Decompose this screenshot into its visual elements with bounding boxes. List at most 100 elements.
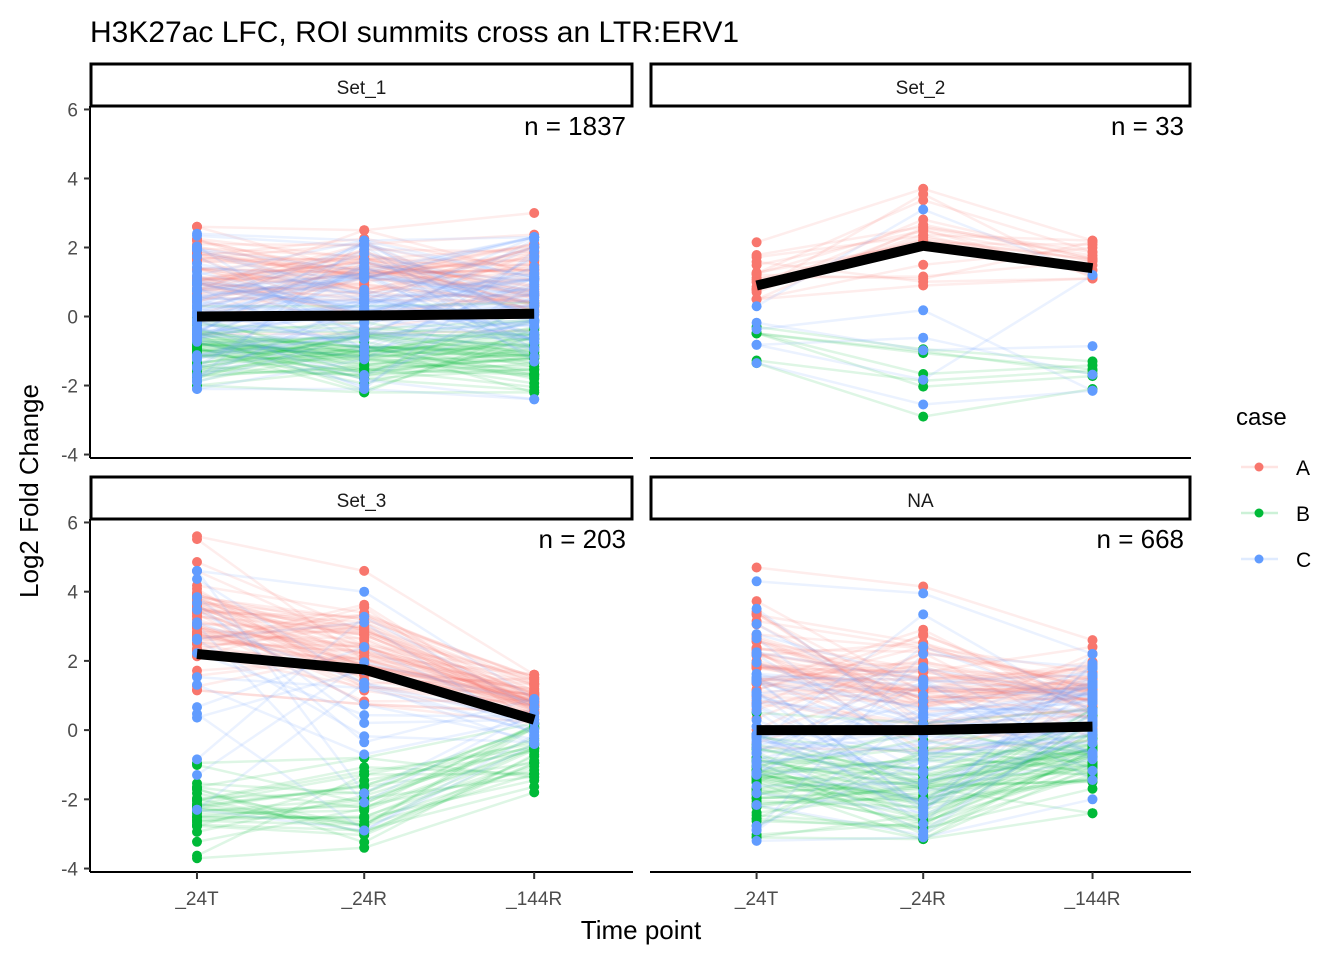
data-point-a xyxy=(529,208,540,218)
facet-strip-label: Set_1 xyxy=(337,78,387,99)
data-point-b xyxy=(192,778,202,789)
legend-key-point xyxy=(1254,508,1264,518)
data-point-c xyxy=(751,358,762,369)
data-point-c xyxy=(529,267,540,278)
data-point-b xyxy=(918,411,929,422)
data-points xyxy=(192,531,540,864)
data-point-c xyxy=(751,820,762,831)
facet-strip-label: Set_2 xyxy=(896,78,946,99)
x-tick-label: _144R xyxy=(505,889,562,910)
mean-line xyxy=(755,240,1094,291)
data-point-c xyxy=(359,384,370,394)
data-point-c xyxy=(918,826,929,837)
data-point-c xyxy=(359,825,370,836)
y-tick-label: 6 xyxy=(67,513,78,534)
data-point-c xyxy=(359,296,370,307)
data-point-c xyxy=(751,788,762,799)
data-point-c xyxy=(192,362,202,373)
data-point-c xyxy=(192,374,202,385)
data-point-a xyxy=(1087,239,1098,250)
data-point-a xyxy=(359,650,370,661)
data-point-c xyxy=(751,657,762,668)
data-point-c xyxy=(192,770,202,780)
data-point-c xyxy=(918,738,929,748)
data-point-b xyxy=(359,837,370,848)
data-point-c xyxy=(751,603,762,614)
data-point-c xyxy=(192,258,202,269)
data-point-c xyxy=(751,706,762,716)
data-point-c xyxy=(751,748,762,759)
data-point-c xyxy=(359,340,370,351)
data-point-c xyxy=(918,663,929,674)
mean-line xyxy=(196,649,536,725)
data-point-c xyxy=(529,298,540,309)
data-point-c xyxy=(192,679,202,690)
data-point-b xyxy=(751,813,762,824)
x-tick-label: _144R xyxy=(1064,889,1121,910)
data-point-c xyxy=(359,737,370,748)
data-point-b xyxy=(192,788,202,799)
data-point-c xyxy=(192,804,202,815)
data-point-b xyxy=(529,757,540,768)
legend-key-point xyxy=(1254,554,1264,564)
data-point-c xyxy=(192,327,202,337)
data-point-a xyxy=(751,562,762,573)
data-point-a xyxy=(751,256,762,267)
data-point-a xyxy=(192,221,202,232)
data-point-c xyxy=(918,641,929,652)
data-point-c xyxy=(529,253,540,264)
data-point-b xyxy=(529,781,540,792)
legend-label: A xyxy=(1296,457,1310,480)
data-point-c xyxy=(918,758,929,769)
data-point-c xyxy=(751,633,762,644)
data-point-c xyxy=(918,747,929,758)
data-point-c xyxy=(192,294,202,305)
data-point-c xyxy=(1087,671,1098,682)
data-point-a xyxy=(751,294,762,305)
data-point-c xyxy=(918,776,929,787)
data-point-c xyxy=(751,676,762,687)
data-point-c xyxy=(529,702,540,713)
data-point-c xyxy=(192,672,202,683)
facet-strip-label: NA xyxy=(907,491,934,512)
data-point-c xyxy=(751,619,762,629)
chart-title: H3K27ac LFC, ROI summits cross an LTR:ER… xyxy=(90,16,739,49)
data-point-c xyxy=(751,317,762,328)
legend-title: case xyxy=(1236,404,1287,431)
data-point-a xyxy=(918,221,929,232)
legend-label: C xyxy=(1296,549,1311,572)
n-annotation: n = 203 xyxy=(539,524,626,554)
legend-item-b: B xyxy=(1241,503,1310,526)
data-point-c xyxy=(918,712,929,723)
data-point-c xyxy=(1087,649,1098,659)
data-point-b xyxy=(192,836,202,847)
x-tick-label: _24T xyxy=(734,889,779,910)
data-point-b xyxy=(529,365,540,376)
y-tick-label: 4 xyxy=(67,169,78,190)
legend-key-point xyxy=(1254,462,1264,472)
data-point-c xyxy=(751,576,762,587)
y-tick-label: 0 xyxy=(67,721,78,742)
data-point-c xyxy=(192,565,202,576)
data-point-a xyxy=(918,214,929,225)
data-point-c xyxy=(751,689,762,700)
data-point-c xyxy=(359,257,370,268)
facet-strip xyxy=(89,62,634,108)
mean-line xyxy=(196,308,535,322)
data-point-b xyxy=(529,768,540,779)
data-point-c xyxy=(1087,658,1098,669)
data-point-b xyxy=(529,387,540,398)
data-point-c xyxy=(192,574,202,584)
data-point-c xyxy=(192,334,202,345)
y-tick-label: 0 xyxy=(67,308,78,329)
data-point-c xyxy=(192,283,202,294)
data-point-b xyxy=(1087,808,1098,819)
data-point-c xyxy=(359,718,370,728)
data-point-c xyxy=(192,754,202,765)
data-point-c xyxy=(918,332,929,343)
y-axis-title: Log2 Fold Change xyxy=(14,384,44,598)
data-point-a xyxy=(918,581,929,592)
data-point-c xyxy=(1087,738,1098,749)
y-tick-label: 6 xyxy=(67,100,78,121)
